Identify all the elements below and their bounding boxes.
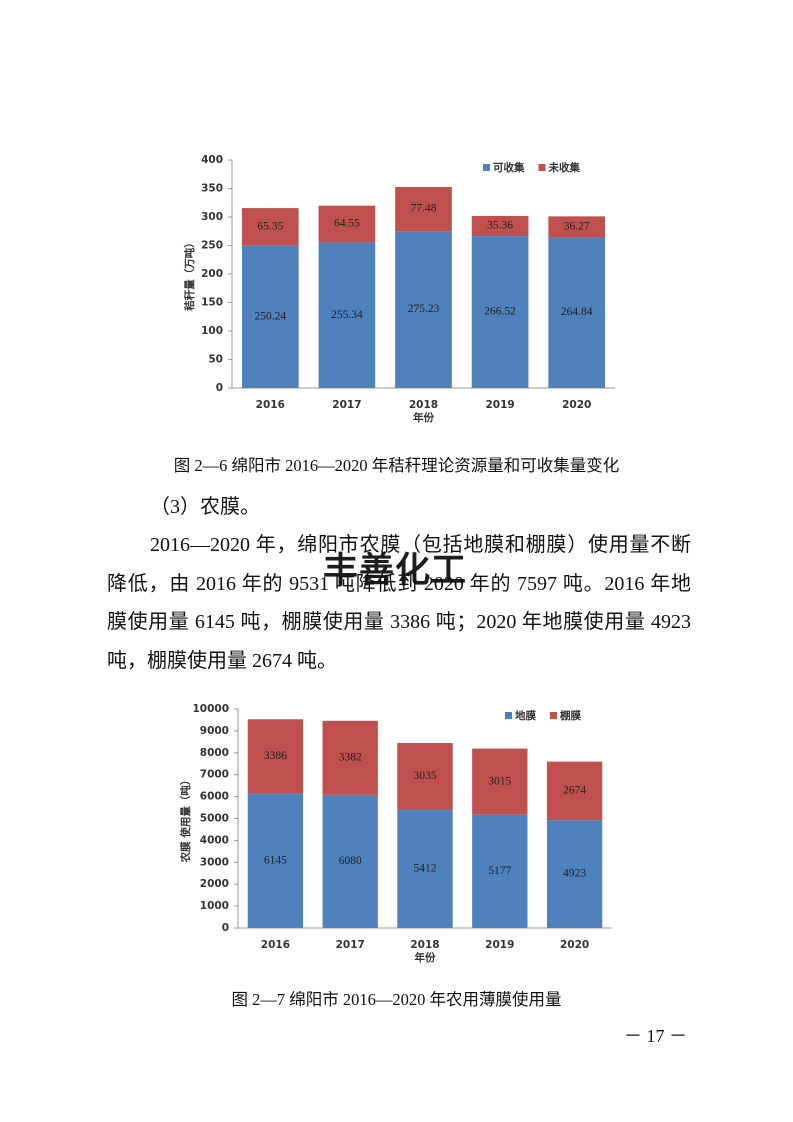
y-tick-label: 2000: [200, 878, 229, 890]
x-axis-label: 年份: [413, 411, 434, 424]
watermark: 丰善化工: [323, 551, 468, 591]
bar-segment: [472, 814, 528, 928]
x-tick-label: 2017: [332, 399, 361, 411]
x-tick-label: 2018: [409, 399, 438, 411]
legend-swatch: [483, 164, 490, 171]
data-label: 6145: [264, 854, 287, 866]
bar-segment: [241, 208, 299, 246]
x-tick-label: 2018: [410, 939, 439, 951]
x-axis-label: 年份: [415, 951, 436, 964]
y-tick-label: 9000: [200, 725, 229, 737]
data-label: 3015: [488, 775, 511, 787]
paragraph: 2016—2020 年，绵阳市农膜（包括地膜和棚膜）使用量不断降低，由 2016…: [107, 534, 691, 672]
y-tick-label: 400: [201, 154, 223, 166]
bar-segment: [318, 205, 376, 243]
legend-swatch: [538, 164, 546, 171]
y-tick-label: 7000: [200, 769, 229, 781]
bar-segment: [241, 245, 299, 388]
y-tick-label: 8000: [200, 747, 229, 759]
bar-segment: [548, 216, 606, 238]
data-label: 6080: [339, 855, 362, 867]
y-axis-label: 秸秆量（万吨）: [183, 237, 196, 311]
y-tick-label: 100: [201, 325, 223, 337]
x-tick-label: 2017: [336, 939, 365, 951]
y-tick-label: 300: [201, 211, 223, 223]
legend-label: 可收集: [493, 161, 525, 174]
y-tick-label: 50: [208, 354, 223, 366]
data-label: 3382: [339, 751, 362, 763]
legend-swatch: [550, 712, 557, 719]
bar-segment: [322, 720, 378, 795]
y-tick-label: 5000: [200, 813, 229, 825]
data-label: 250.24: [254, 310, 286, 322]
bar-segment: [471, 215, 529, 237]
y-tick-label: 0: [222, 922, 229, 934]
bar-segment: [318, 242, 376, 388]
bar-segment: [472, 748, 528, 815]
data-label: 77.48: [411, 203, 437, 215]
bar-segment: [247, 793, 304, 928]
x-tick-label: 2016: [261, 939, 290, 951]
bar-segment: [395, 231, 452, 388]
legend-label: 未收集: [548, 161, 581, 174]
heading: （3）农膜。: [150, 496, 260, 518]
y-tick-label: 200: [201, 268, 223, 280]
data-label: 255.34: [331, 309, 363, 321]
legend-label: 地膜: [515, 709, 536, 722]
x-tick-label: 2016: [256, 399, 285, 411]
page-number: － 17 －: [624, 1026, 687, 1046]
y-tick-label: 250: [201, 240, 223, 252]
data-label: 35.36: [487, 220, 513, 232]
data-label: 4923: [563, 868, 586, 880]
data-label: 5177: [488, 865, 511, 877]
caption: 图 2—7 绵阳市 2016—2020 年农用薄膜使用量: [231, 990, 562, 1009]
bar-segment: [397, 743, 453, 810]
y-tick-label: 150: [201, 297, 223, 309]
data-label: 275.23: [408, 303, 440, 315]
y-tick-label: 1000: [200, 900, 229, 912]
legend-label: 棚膜: [560, 709, 581, 722]
y-tick-label: 10000: [192, 703, 229, 715]
x-tick-label: 2019: [485, 399, 514, 411]
data-label: 64.55: [334, 218, 360, 230]
y-tick-label: 0: [216, 382, 223, 394]
data-label: 264.84: [561, 306, 593, 318]
y-tick-label: 3000: [200, 856, 229, 868]
y-tick-label: 350: [201, 183, 223, 195]
x-tick-label: 2019: [485, 939, 514, 951]
bar-segment: [395, 186, 452, 232]
x-tick-label: 2020: [562, 399, 591, 411]
data-label: 5412: [414, 862, 437, 874]
data-label: 65.35: [257, 220, 283, 232]
legend-swatch: [505, 712, 512, 719]
data-label: 2674: [563, 785, 586, 797]
y-tick-label: 4000: [200, 834, 229, 846]
bar-segment: [548, 237, 606, 388]
bar-segment: [471, 236, 529, 388]
caption: 图 2—6 绵阳市 2016—2020 年秸秆理论资源量和可收集量变化: [173, 456, 620, 475]
y-axis-label: 农膜 使用量（吨）: [179, 775, 192, 864]
y-tick-label: 6000: [200, 791, 229, 803]
bar-segment: [397, 809, 453, 928]
data-label: 3035: [414, 770, 437, 782]
bar-segment: [247, 719, 304, 794]
bar-segment: [322, 794, 378, 928]
data-label: 3386: [264, 750, 287, 762]
bar-segment: [546, 761, 603, 821]
data-label: 266.52: [484, 306, 516, 318]
x-tick-label: 2020: [560, 939, 589, 951]
bar-segment: [546, 820, 603, 928]
data-label: 36.27: [564, 220, 590, 232]
